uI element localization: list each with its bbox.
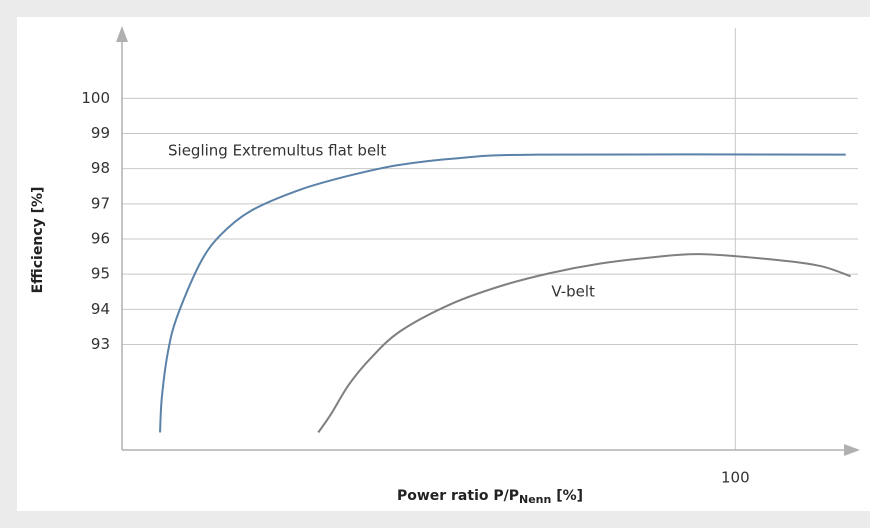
series-line (159, 153, 846, 433)
y-tick-label: 96 (91, 230, 110, 248)
y-tick-label: 98 (91, 159, 110, 177)
x-axis-label: Power ratio P/PNenn [%] (397, 488, 583, 506)
x-axis-arrow (844, 444, 860, 456)
y-tick-label: 94 (91, 300, 110, 318)
y-tick-label: 99 (91, 124, 110, 142)
x-tick-label: 100 (721, 469, 750, 487)
x-axis-label-suffix: [%] (551, 488, 583, 504)
y-tick-label: 100 (81, 89, 110, 107)
x-axis-label-sub: Nenn (519, 493, 551, 506)
y-axis-arrow (116, 26, 128, 42)
y-tick-label: 95 (91, 265, 110, 283)
plot-panel (17, 17, 870, 511)
y-axis-label: Efficiency [%] (30, 187, 46, 294)
annotation: V-belt (551, 282, 595, 300)
y-tick-label: 97 (91, 194, 110, 212)
x-axis-label-main: Power ratio P/P (397, 488, 519, 504)
series-line (317, 253, 851, 433)
y-tick-label: 93 (91, 335, 110, 353)
annotation: Siegling Extremultus flat belt (168, 142, 386, 160)
